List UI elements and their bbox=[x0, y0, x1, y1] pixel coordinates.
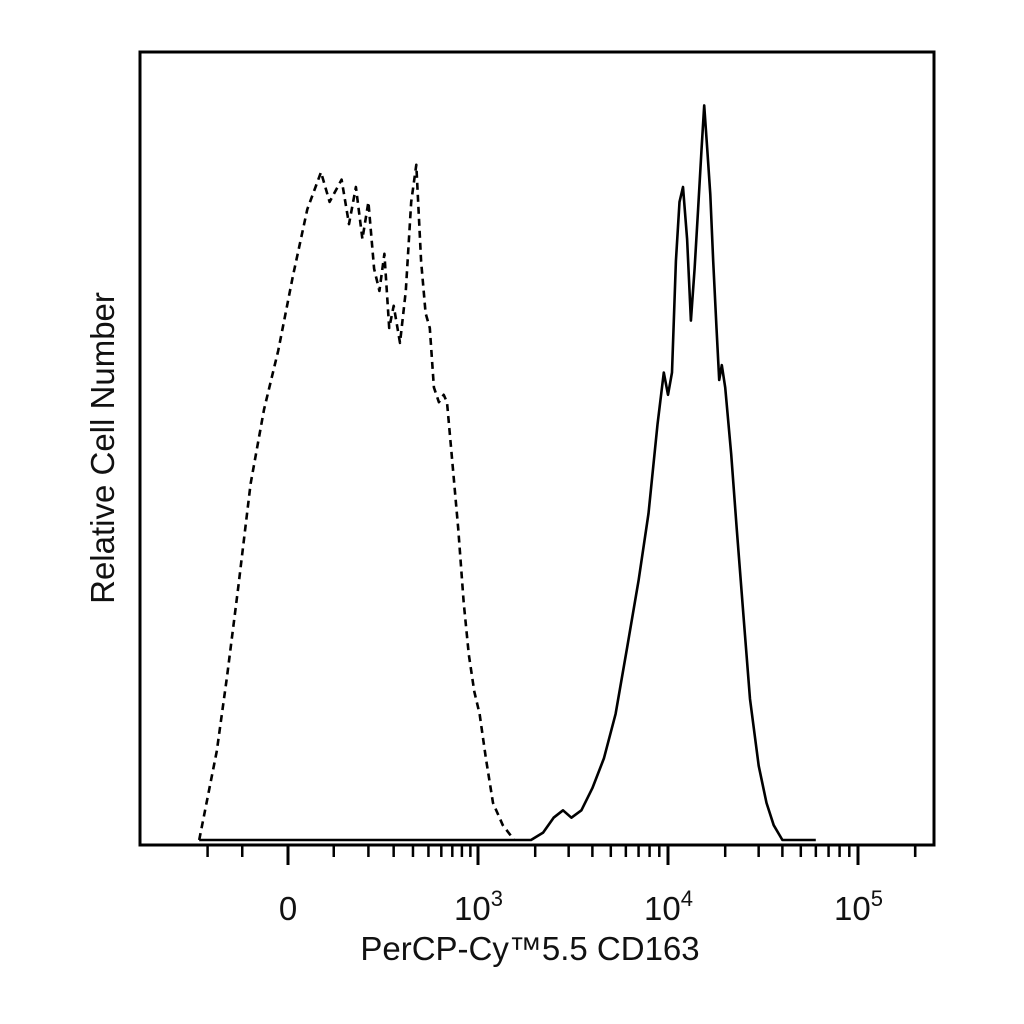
x-tick-label: 105 bbox=[834, 886, 883, 927]
x-tick-labels: 0 103 104 105 bbox=[279, 886, 883, 927]
y-axis-label: Relative Cell Number bbox=[84, 292, 121, 604]
x-tick-label: 0 bbox=[279, 890, 297, 927]
x-axis-label: PerCP-Cy™5.5 CD163 bbox=[360, 930, 699, 967]
solid-histogram-line bbox=[199, 104, 816, 842]
series-layer bbox=[197, 104, 816, 842]
x-major-ticks bbox=[286, 845, 860, 865]
plot-frame bbox=[138, 50, 936, 847]
x-tick-label: 103 bbox=[454, 886, 503, 927]
x-tick-label: 104 bbox=[644, 886, 693, 927]
dashed-histogram-line bbox=[197, 163, 516, 841]
x-minor-ticks bbox=[206, 845, 917, 857]
